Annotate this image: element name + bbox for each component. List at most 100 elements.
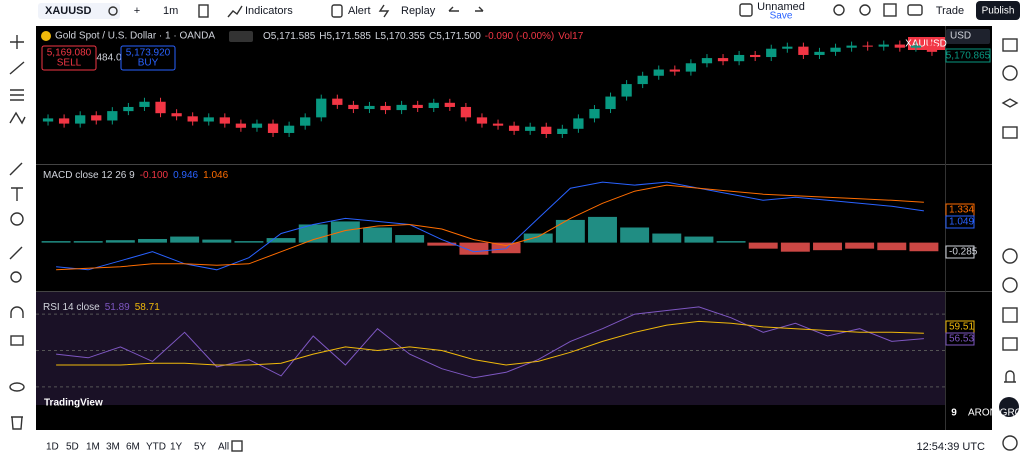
range-button[interactable]: 6M	[126, 442, 140, 453]
range-button[interactable]: 3M	[106, 442, 120, 453]
alerts-icon[interactable]	[1002, 65, 1018, 81]
trade[interactable]: Trade	[936, 5, 964, 17]
candle-body	[235, 123, 247, 128]
apps-button[interactable]	[999, 397, 1019, 417]
indicator-header: MACD close 12 26 9 -0.100 0.946 1.046	[43, 170, 229, 181]
help-icon[interactable]	[1002, 435, 1018, 451]
candle-body	[492, 123, 504, 126]
currency-box[interactable]	[946, 29, 990, 44]
calendar-icon[interactable]	[1002, 307, 1018, 323]
histogram-bar	[652, 233, 682, 243]
lock-tool[interactable]	[10, 335, 24, 346]
trendline-tool[interactable]	[9, 61, 25, 75]
fib-tool[interactable]	[10, 89, 24, 101]
chart-type-icon[interactable]	[198, 4, 209, 18]
indicator-header: RSI 14 close 51.89 58.71	[43, 302, 160, 313]
target-icon[interactable]	[1002, 248, 1018, 264]
brush-tool[interactable]	[9, 162, 23, 176]
candle-body	[58, 118, 70, 124]
currency[interactable]: USD	[950, 31, 971, 42]
layout-name[interactable]: Unnamed	[757, 1, 805, 13]
redo[interactable]	[475, 6, 484, 12]
candle-body	[541, 126, 552, 134]
compare-icon[interactable]: +	[134, 5, 140, 17]
replay[interactable]: Replay	[401, 5, 436, 17]
buy-button[interactable]	[120, 45, 176, 71]
chat-icon[interactable]	[1002, 126, 1018, 139]
symbol[interactable]: XAUUSD	[45, 5, 92, 17]
publish[interactable]: Publish	[982, 6, 1015, 17]
drawing-tools[interactable]	[9, 35, 26, 430]
sell-price[interactable]: 5,169.080	[47, 48, 92, 59]
interval[interactable]: 1m	[163, 5, 178, 17]
right-sidebar[interactable]	[1001, 38, 1019, 451]
candle-body	[267, 123, 279, 133]
ohlc-high: H5,171.585	[319, 31, 371, 42]
clock: 12:54:39 UTC	[917, 441, 986, 453]
undo[interactable]	[448, 6, 459, 12]
last-price: 5,170.865	[946, 51, 991, 62]
replay-icon[interactable]	[378, 4, 390, 18]
value-tag: 59.51	[949, 322, 974, 333]
histogram-bar	[266, 238, 296, 243]
settings-icon[interactable]	[859, 4, 871, 16]
range-button[interactable]: All	[218, 442, 229, 453]
range-button[interactable]: 5Y	[194, 442, 207, 453]
range-button[interactable]: 1Y	[170, 442, 183, 453]
magnet-tool[interactable]	[10, 306, 24, 318]
candle-body	[316, 98, 327, 118]
candle-body	[300, 117, 311, 126]
ideas-icon[interactable]	[1002, 337, 1018, 351]
value-tag: -0.285	[949, 247, 978, 258]
watchlist-icon[interactable]	[1002, 38, 1018, 52]
candle-body	[283, 125, 295, 133]
sell-button[interactable]	[41, 45, 97, 71]
candle-body	[364, 105, 375, 110]
range-button[interactable]: 1D	[46, 442, 59, 453]
buy-label[interactable]: BUY	[138, 58, 159, 69]
alert-icon[interactable]	[331, 4, 343, 18]
value-tag: 1.049	[949, 217, 974, 228]
indicator-line	[56, 181, 924, 271]
goto-date-icon[interactable]	[231, 440, 243, 452]
histogram-bar	[909, 242, 939, 252]
candle-body	[460, 106, 472, 118]
layout-status[interactable]: Save	[770, 11, 793, 22]
histogram-bar	[845, 242, 875, 249]
ohlc-volume: Vol17	[558, 31, 583, 42]
indicators-icon[interactable]	[227, 5, 243, 18]
pattern-tool[interactable]	[9, 111, 26, 125]
legend-controls[interactable]	[229, 31, 253, 42]
range-button[interactable]: YTD	[146, 442, 166, 453]
fullscreen-icon[interactable]	[883, 3, 897, 17]
symbol-icon[interactable]	[108, 6, 118, 16]
buy-price[interactable]: 5,173.920	[126, 48, 171, 59]
bell-icon[interactable]	[1004, 370, 1016, 383]
indicator-line	[56, 184, 924, 271]
range-button[interactable]: 5D	[66, 442, 79, 453]
histogram-bar	[813, 242, 842, 251]
search-icon[interactable]	[833, 4, 845, 16]
layers-icon[interactable]	[1001, 98, 1019, 108]
publish-button[interactable]	[976, 1, 1020, 20]
ruler-tool[interactable]	[9, 246, 23, 260]
sell-label[interactable]: SELL	[57, 58, 82, 69]
snapshot-icon[interactable]	[907, 4, 923, 16]
crosshair-tool[interactable]	[10, 35, 24, 49]
indicators[interactable]: Indicators	[245, 5, 293, 17]
layout-icon[interactable]	[739, 3, 753, 17]
symbol-box[interactable]	[38, 3, 120, 19]
zoom-tool[interactable]	[10, 271, 22, 283]
histogram-bar	[202, 239, 232, 243]
flame-icon[interactable]	[1002, 277, 1018, 293]
hide-tool[interactable]	[9, 382, 25, 392]
text-tool[interactable]	[11, 187, 23, 201]
delete-tool[interactable]	[11, 416, 23, 430]
alert[interactable]: Alert	[348, 5, 371, 17]
range-button[interactable]: 1M	[86, 442, 100, 453]
candle-body	[444, 102, 455, 107]
indicator-value: 0.946	[173, 170, 198, 181]
icon-tool[interactable]	[10, 212, 24, 226]
value-tag: 1.334	[949, 205, 974, 216]
